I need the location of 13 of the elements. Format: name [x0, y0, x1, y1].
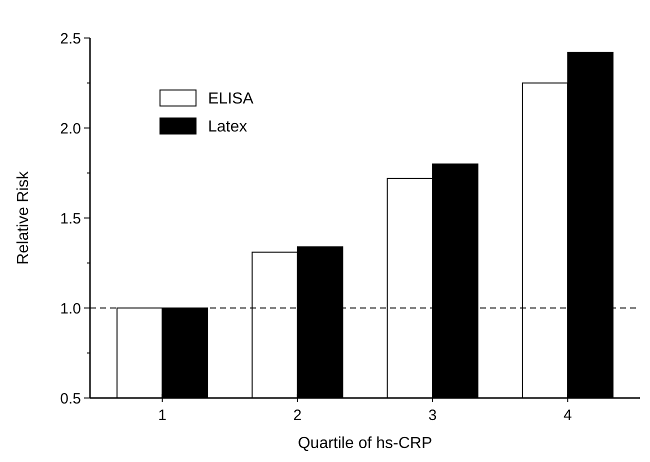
y-tick-label: 2.0 [60, 120, 81, 138]
legend-label: Latex [208, 118, 248, 136]
y-tick-label: 0.5 [60, 390, 81, 408]
y-axis-title: Relative Risk [15, 170, 32, 265]
y-tick-label: 2.5 [60, 30, 81, 48]
legend-label: ELISA [208, 90, 254, 108]
x-tick-label: 4 [564, 407, 572, 424]
x-tick-label: 2 [293, 407, 302, 424]
y-tick-label: 1.5 [60, 210, 81, 228]
x-tick-label: 3 [428, 407, 437, 424]
x-tick-label: 1 [158, 407, 166, 424]
x-axis-title: Quartile of hs-CRP [298, 435, 432, 452]
y-tick-label: 1.0 [60, 300, 81, 318]
